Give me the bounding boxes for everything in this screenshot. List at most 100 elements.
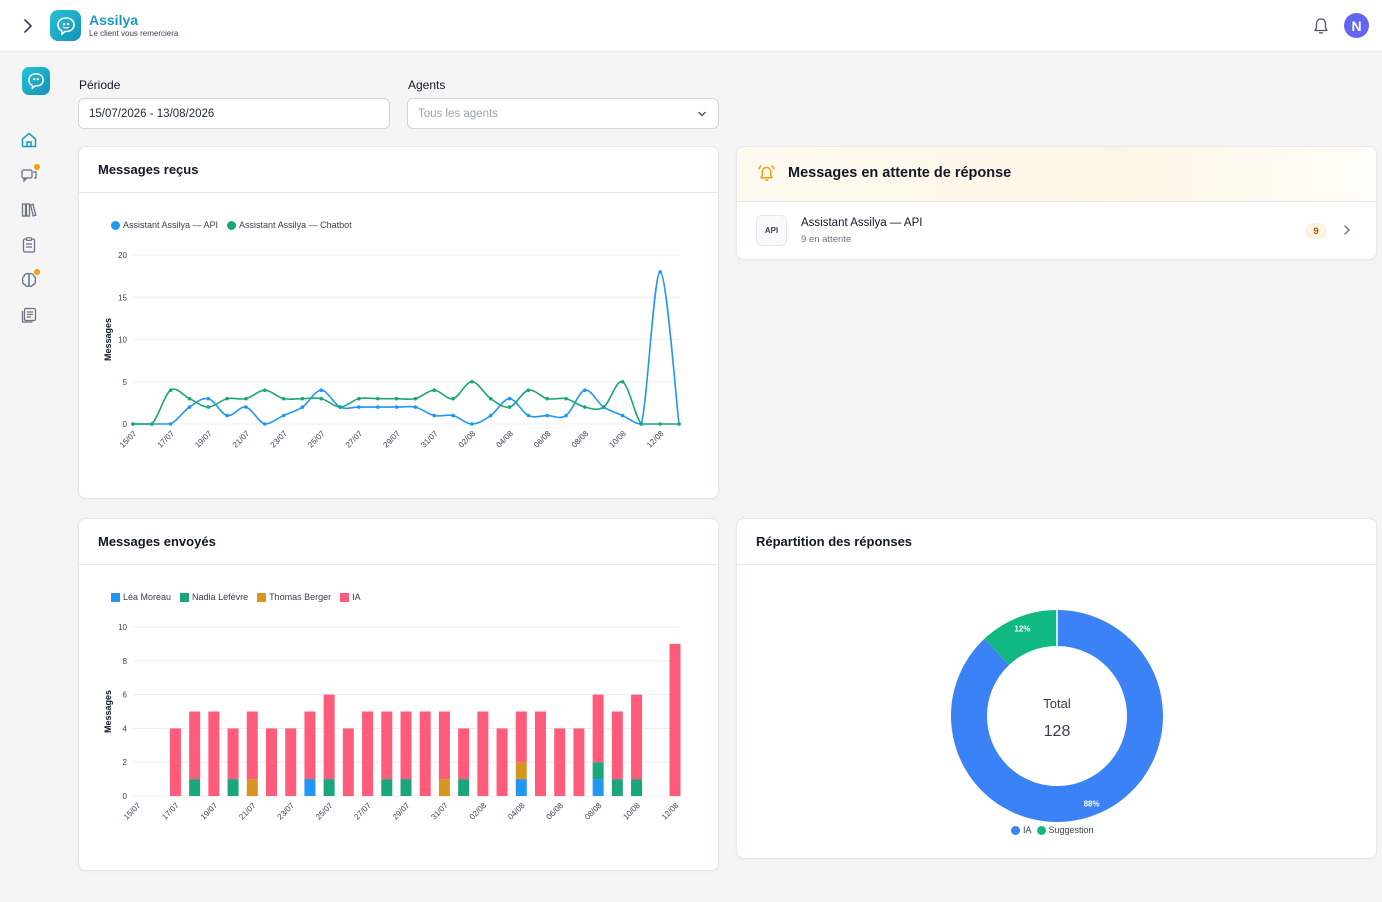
pending-card-header: Messages en attente de réponse: [737, 147, 1376, 202]
donut-slice-suggestion: [984, 610, 1058, 666]
x-tick-label: 31/07: [429, 801, 450, 822]
data-point: [281, 396, 286, 401]
brain-icon: [21, 272, 37, 288]
legend-item-suggestion[interactable]: Suggestion: [1036, 825, 1094, 835]
bar-segment-lea: [515, 779, 527, 796]
data-point: [658, 422, 662, 426]
data-point: [583, 388, 587, 392]
y-axis-label: Messages: [103, 318, 113, 361]
x-tick-label: 04/08: [494, 429, 515, 450]
chevron-right-icon: [1344, 225, 1350, 235]
legend-item-lea[interactable]: Léa Moreau: [111, 592, 171, 602]
notifications-button[interactable]: [1311, 15, 1331, 37]
bar-segment-ia: [554, 728, 566, 796]
x-tick-label: 27/07: [344, 429, 365, 450]
legend-label: Assistant Assilya — API: [123, 220, 219, 230]
donut-total-value: 128: [1044, 723, 1071, 740]
bar-segment-thomas: [246, 779, 258, 796]
pending-card-title: Messages en attente de réponse: [788, 165, 1012, 181]
legend-item-chatbot[interactable]: Assistant Assilya — Chatbot: [227, 220, 352, 230]
data-point: [225, 396, 229, 401]
bar-segment-ia: [400, 711, 412, 780]
chevron-right-icon: [24, 19, 32, 33]
distribution-donut-chart: 88% 12% Total 128: [951, 610, 1163, 822]
y-tick-label: 2: [123, 758, 128, 767]
x-tick-label: 10/08: [607, 429, 628, 450]
nav-item-tasks[interactable]: [16, 232, 42, 258]
legend-item-api[interactable]: Assistant Assilya — API: [111, 220, 218, 230]
data-point: [526, 388, 531, 392]
data-point: [394, 396, 399, 401]
nav-item-intelligence[interactable]: [16, 267, 42, 293]
top-bar: Assilya Le client vous remerciera N: [0, 0, 1382, 52]
data-point: [639, 422, 644, 426]
data-point: [300, 405, 305, 409]
data-point: [470, 379, 474, 384]
bar-segment-nadia: [400, 779, 412, 796]
data-point: [394, 405, 399, 409]
x-tick-label: 12/08: [645, 429, 666, 450]
data-point: [281, 413, 286, 418]
legend-item-ia[interactable]: IA: [340, 592, 361, 602]
brand-logo[interactable]: [50, 10, 81, 41]
nav-item-home[interactable]: [16, 127, 42, 153]
expand-sidebar-button[interactable]: [18, 15, 38, 37]
bar-segment-ia: [477, 711, 489, 796]
bell-icon: [1314, 18, 1328, 34]
legend-item-nadia[interactable]: Nadia Lefèvre: [180, 592, 248, 602]
bar-segment-ia: [342, 728, 354, 796]
bar-segment-thomas: [438, 779, 450, 796]
brand-logo-icon: [56, 16, 75, 36]
bar-segment-nadia: [323, 779, 335, 796]
data-point: [507, 396, 512, 401]
legend-label: Thomas Berger: [269, 592, 332, 602]
pending-item-subtitle: 9 en attente: [801, 234, 852, 245]
y-tick-label: 0: [123, 420, 128, 429]
x-tick-label: 15/07: [118, 429, 139, 450]
user-avatar[interactable]: N: [1344, 13, 1369, 38]
sidebar-logo[interactable]: [22, 67, 50, 95]
nav-item-messages[interactable]: [16, 162, 42, 188]
document-icon: [21, 307, 37, 323]
legend-swatch: [227, 220, 237, 230]
bar-segment-ia: [535, 711, 546, 796]
bar-segment-ia: [169, 728, 181, 796]
period-input[interactable]: 15/07/2026 - 13/08/2026: [78, 98, 390, 129]
data-point: [244, 405, 248, 409]
nav-item-documents[interactable]: [16, 302, 42, 328]
nav-item-library[interactable]: [16, 197, 42, 223]
data-point: [300, 396, 305, 401]
bar-segment-nadia: [381, 779, 393, 796]
bar-segment-ia: [362, 711, 374, 796]
donut-total-label: Total: [1043, 696, 1071, 711]
pending-item[interactable]: API Assistant Assilya — API 9 en attente…: [737, 202, 1376, 260]
data-point: [375, 396, 380, 401]
y-tick-label: 5: [123, 378, 128, 387]
legend-swatch: [111, 220, 120, 230]
series-line-api: [132, 271, 680, 425]
pending-item-name: Assistant Assilya — API: [801, 217, 923, 229]
bar-segment-nadia: [611, 779, 623, 796]
legend-label: Nadia Lefèvre: [192, 592, 249, 602]
data-point: [206, 405, 211, 409]
legend-item-ia[interactable]: IA: [1011, 825, 1032, 835]
legend-swatch: [257, 592, 267, 602]
data-point: [413, 405, 418, 409]
data-point: [488, 396, 493, 401]
sent-card-title: Messages envoyés: [79, 519, 718, 565]
x-tick-label: 15/07: [122, 801, 143, 822]
bar-segment-ia: [419, 711, 431, 796]
brand-tagline: Le client vous remerciera: [89, 29, 179, 38]
legend-item-thomas[interactable]: Thomas Berger: [257, 592, 331, 602]
x-tick-label: 02/08: [468, 801, 489, 822]
x-tick-label: 21/07: [237, 801, 258, 822]
bar-segment-thomas: [515, 762, 527, 780]
alarm-bell-icon: [758, 165, 775, 181]
period-label: Période: [79, 78, 121, 92]
bar-segment-ia: [631, 694, 643, 780]
y-tick-label: 4: [123, 724, 128, 733]
legend-swatch: [111, 592, 120, 602]
y-tick-label: 10: [118, 623, 127, 632]
agents-select[interactable]: Tous les agents: [407, 98, 719, 129]
notification-dot: [34, 164, 40, 170]
